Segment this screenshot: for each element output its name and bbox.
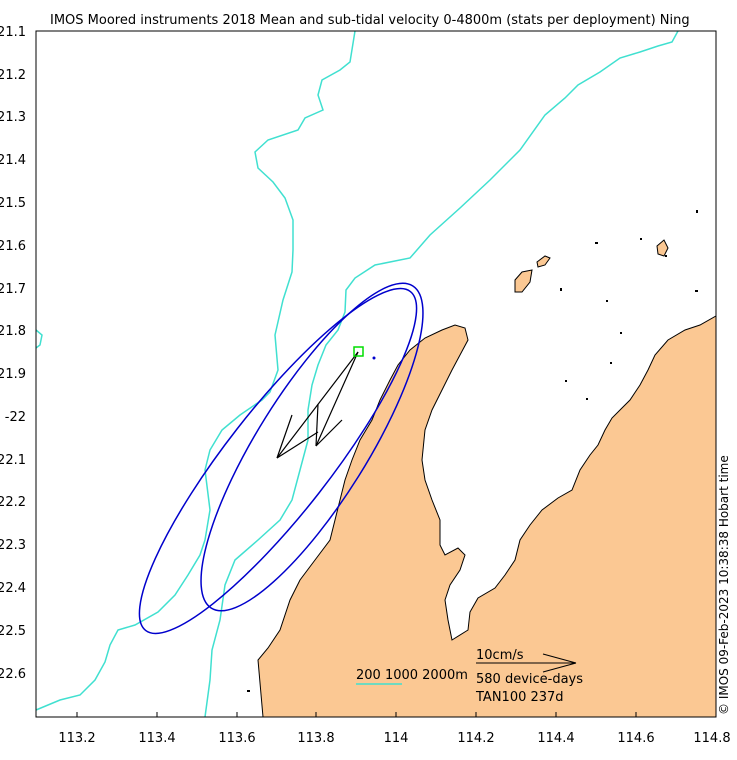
x-tick-label: 113.2 bbox=[58, 731, 95, 746]
island-small-3 bbox=[656, 239, 669, 257]
x-tick-label: 114.8 bbox=[693, 731, 730, 746]
chart-title: IMOS Moored instruments 2018 Mean and su… bbox=[50, 13, 690, 28]
island-small-2 bbox=[536, 255, 551, 268]
y-tick-label: 22.6 bbox=[0, 667, 26, 682]
variance-ellipse-2 bbox=[200, 282, 424, 612]
isobath-outer bbox=[204, 30, 679, 718]
y-tick-label: 21.3 bbox=[0, 110, 26, 125]
islets bbox=[247, 210, 698, 692]
y-tick-label: 21.8 bbox=[0, 324, 26, 339]
scale-arrow-head-a bbox=[542, 653, 577, 664]
scale-label: 10cm/s bbox=[476, 648, 524, 663]
y-tick-label: 21.6 bbox=[0, 239, 26, 254]
mooring-dot bbox=[372, 356, 376, 360]
x-axis: 113.2 113.4 113.6 113.8 114 114.2 114.4 … bbox=[58, 712, 731, 746]
x-tick-label: 113.6 bbox=[218, 731, 255, 746]
y-tick-label: 22.3 bbox=[0, 538, 26, 553]
velocity-arrows bbox=[276, 351, 359, 459]
x-tick-label: 114.2 bbox=[457, 731, 494, 746]
mean-velocity-head-b bbox=[276, 431, 319, 459]
isobath-contours bbox=[35, 30, 679, 718]
y-tick-label: 22.5 bbox=[0, 624, 26, 639]
y-tick-label: 21.9 bbox=[0, 367, 26, 382]
y-tick-label: 22.2 bbox=[0, 495, 26, 510]
mooring-marker bbox=[353, 346, 364, 357]
subtidal-velocity-arrow bbox=[315, 351, 359, 447]
x-tick-label: 114.6 bbox=[617, 731, 654, 746]
variance-ellipse-1 bbox=[138, 287, 418, 635]
mean-velocity-head-a bbox=[276, 414, 293, 459]
y-tick-label: 22.4 bbox=[0, 581, 26, 596]
map-content bbox=[35, 30, 717, 718]
y-tick-label: -22 bbox=[5, 410, 26, 425]
x-tick-label: 113.4 bbox=[138, 731, 175, 746]
y-tick-label: 21.7 bbox=[0, 282, 26, 297]
y-tick-label: 22.1 bbox=[0, 453, 26, 468]
y-tick-label: 21.4 bbox=[0, 153, 26, 168]
y-tick-label: 21.5 bbox=[0, 196, 26, 211]
x-tick-label: 114.4 bbox=[537, 731, 574, 746]
subtidal-velocity-head-b bbox=[315, 419, 343, 447]
plot-frame bbox=[35, 30, 717, 718]
x-tick-label: 114 bbox=[384, 731, 409, 746]
timestamp-stamp: © IMOS 09-Feb-2023 10:38:38 Hobart time bbox=[717, 455, 731, 715]
land-peninsula bbox=[257, 315, 717, 718]
subtidal-velocity-head-a bbox=[315, 403, 319, 447]
island-small-1 bbox=[514, 269, 533, 293]
device-days-label: 580 device-days bbox=[476, 672, 583, 687]
variance-ellipses bbox=[138, 282, 424, 635]
y-tick-label: 21.1 bbox=[0, 25, 26, 40]
isobath-legend-label: 200 1000 2000m bbox=[356, 668, 468, 683]
scale-arrow-head-b bbox=[542, 662, 577, 673]
isobath-fragment bbox=[35, 329, 43, 349]
station-label: TAN100 237d bbox=[475, 690, 564, 705]
y-axis: 21.1 21.2 21.3 21.4 21.5 21.6 21.7 21.8 … bbox=[0, 25, 26, 682]
isobath-inner bbox=[35, 30, 356, 711]
y-tick-label: 21.2 bbox=[0, 68, 26, 83]
legend: 10cm/s 580 device-days TAN100 237d 200 1… bbox=[356, 648, 583, 705]
x-tick-label: 113.8 bbox=[297, 731, 334, 746]
